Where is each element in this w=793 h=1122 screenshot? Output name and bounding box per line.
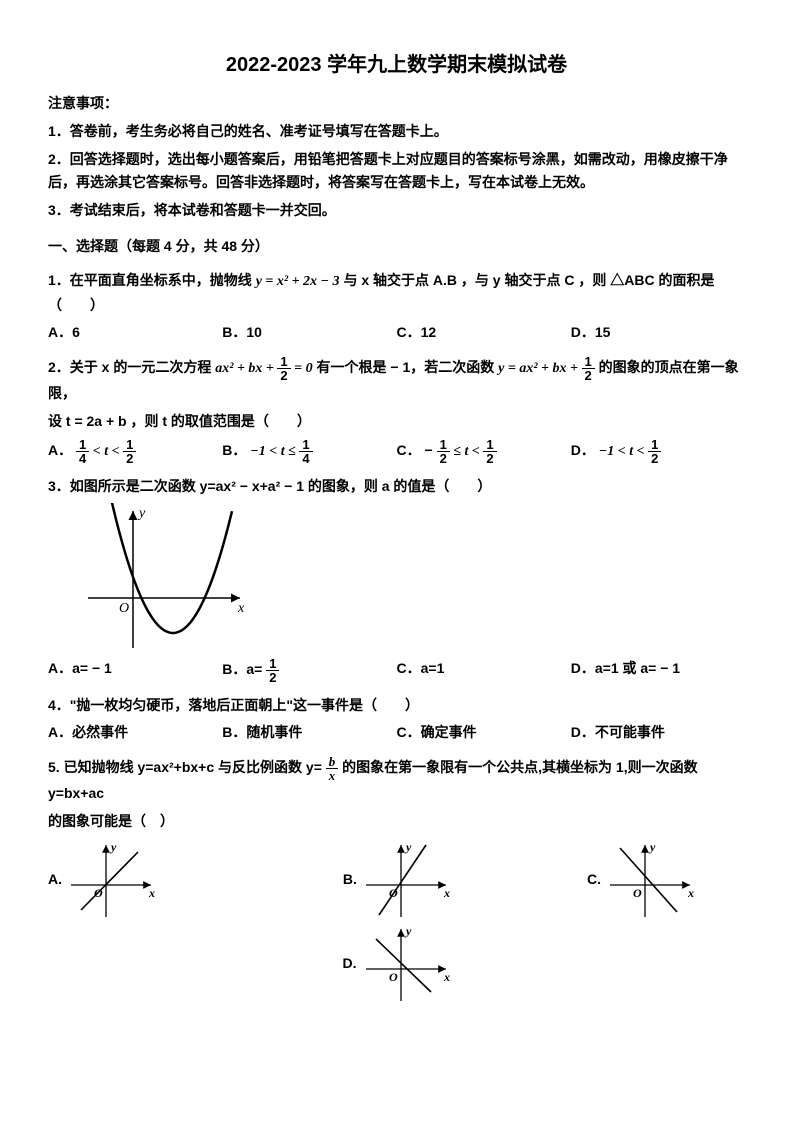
q2-option-c: C． − 12 ≤ t < 12 (397, 438, 571, 465)
question-3: 3．如图所示是二次函数 y=ax² − x+a² − 1 的图象，则 a 的值是… (48, 475, 745, 499)
line-chart-a-icon: x y O (66, 840, 156, 920)
q1-option-d: D．15 (571, 321, 745, 345)
svg-text:O: O (633, 886, 642, 900)
notice-1: 1．答卷前，考生务必将自己的姓名、准考证号填写在答题卡上。 (48, 120, 745, 144)
q2-text-b: 有一个根是 − 1，若二次函数 (317, 359, 499, 375)
q5-text-a: 5. 已知抛物线 y=ax²+bx+c 与反比例函数 y= (48, 759, 326, 775)
q5-option-d: D. xyO (343, 924, 451, 1004)
page-title: 2022-2023 学年九上数学期末模拟试卷 (48, 48, 745, 82)
q4-option-d: D．不可能事件 (571, 721, 745, 745)
q3-option-a: A．a= − 1 (48, 657, 222, 684)
svg-text:O: O (389, 970, 398, 984)
section-1-heading: 一、选择题（每题 4 分，共 48 分） (48, 235, 745, 259)
q4-option-c: C．确定事件 (397, 721, 571, 745)
q3-option-b: B．a= 12 (222, 657, 396, 684)
line-chart-c-icon: x y O (605, 840, 695, 920)
q3-option-c: C．a=1 (397, 657, 571, 684)
q3-figure: x y O (78, 503, 745, 653)
svg-text:x: x (148, 886, 155, 900)
question-5-line2: 的图象可能是（ ） (48, 810, 745, 834)
svg-text:O: O (389, 886, 398, 900)
frac-1-2-a: 12 (277, 355, 290, 382)
frac-b-x: bx (326, 755, 339, 782)
question-2-line2: 设 t = 2a + b ，则 t 的取值范围是（ ） (48, 410, 745, 434)
line-chart-d-icon: x y O (361, 924, 451, 1004)
q5-option-c: C. xyO (587, 840, 695, 920)
q1-options: A．6 B．10 C．12 D．15 (48, 321, 745, 345)
q4-options: A．必然事件 B．随机事件 C．确定事件 D．不可能事件 (48, 721, 745, 745)
q1-option-b: B．10 (222, 321, 396, 345)
q5-option-b: B. xyO (343, 840, 451, 920)
svg-text:x: x (237, 601, 245, 616)
q4-option-a: A．必然事件 (48, 721, 222, 745)
svg-text:y: y (137, 506, 146, 521)
question-4: 4．"抛一枚均匀硬币，落地后正面朝上"这一事件是（ ） (48, 694, 745, 718)
q1-option-a: A．6 (48, 321, 222, 345)
q5-options-row1: A. xyO B. xyO C. xyO (48, 840, 745, 920)
q1-equation: y = x² + 2x − 3 (256, 274, 340, 289)
q1-text-a: 1．在平面直角坐标系中，抛物线 (48, 272, 256, 288)
svg-text:x: x (687, 886, 694, 900)
q2-options: A． 14 < t < 12 B． −1 < t ≤ 14 C． − 12 ≤ … (48, 438, 745, 465)
svg-text:x: x (443, 970, 450, 984)
svg-text:y: y (404, 924, 412, 938)
svg-text:O: O (119, 601, 129, 616)
exam-page: 2022-2023 学年九上数学期末模拟试卷 注意事项： 1．答卷前，考生务必将… (0, 0, 793, 1028)
q2-option-a: A． 14 < t < 12 (48, 438, 222, 465)
q5-option-a: A. xyO (48, 840, 156, 920)
q2-eq2-pre: y = ax² + bx + (498, 361, 581, 376)
question-5-line1: 5. 已知抛物线 y=ax²+bx+c 与反比例函数 y= bx 的图象在第一象… (48, 755, 745, 806)
svg-text:x: x (443, 886, 450, 900)
svg-text:O: O (94, 886, 103, 900)
q5-options-row2: D. xyO (48, 924, 745, 1004)
q1-option-c: C．12 (397, 321, 571, 345)
svg-text:y: y (404, 840, 412, 854)
q3-options: A．a= − 1 B．a= 12 C．a=1 D．a=1 或 a= − 1 (48, 657, 745, 684)
q3-option-d: D．a=1 或 a= − 1 (571, 657, 745, 684)
q2-option-b: B． −1 < t ≤ 14 (222, 438, 396, 465)
svg-text:y: y (109, 840, 117, 854)
question-2-line1: 2．关于 x 的一元二次方程 ax² + bx + 12 = 0 有一个根是 −… (48, 355, 745, 406)
q2-eq1-pre: ax² + bx + (215, 361, 277, 376)
q2-text-a: 2．关于 x 的一元二次方程 (48, 359, 215, 375)
notice-heading: 注意事项： (48, 92, 745, 116)
svg-text:y: y (648, 840, 656, 854)
frac-1-2-b: 12 (582, 355, 595, 382)
q2-eq1-post: = 0 (291, 361, 313, 376)
parabola-chart-icon: x y O (78, 503, 248, 653)
q4-option-b: B．随机事件 (222, 721, 396, 745)
question-1: 1．在平面直角坐标系中，抛物线 y = x² + 2x − 3 与 x 轴交于点… (48, 269, 745, 318)
notice-3: 3．考试结束后，将本试卷和答题卡一并交回。 (48, 199, 745, 223)
q2-option-d: D． −1 < t < 12 (571, 438, 745, 465)
notice-2: 2．回答选择题时，选出每小题答案后，用铅笔把答题卡上对应题目的答案标号涂黑，如需… (48, 148, 745, 196)
line-chart-b-icon: x y O (361, 840, 451, 920)
